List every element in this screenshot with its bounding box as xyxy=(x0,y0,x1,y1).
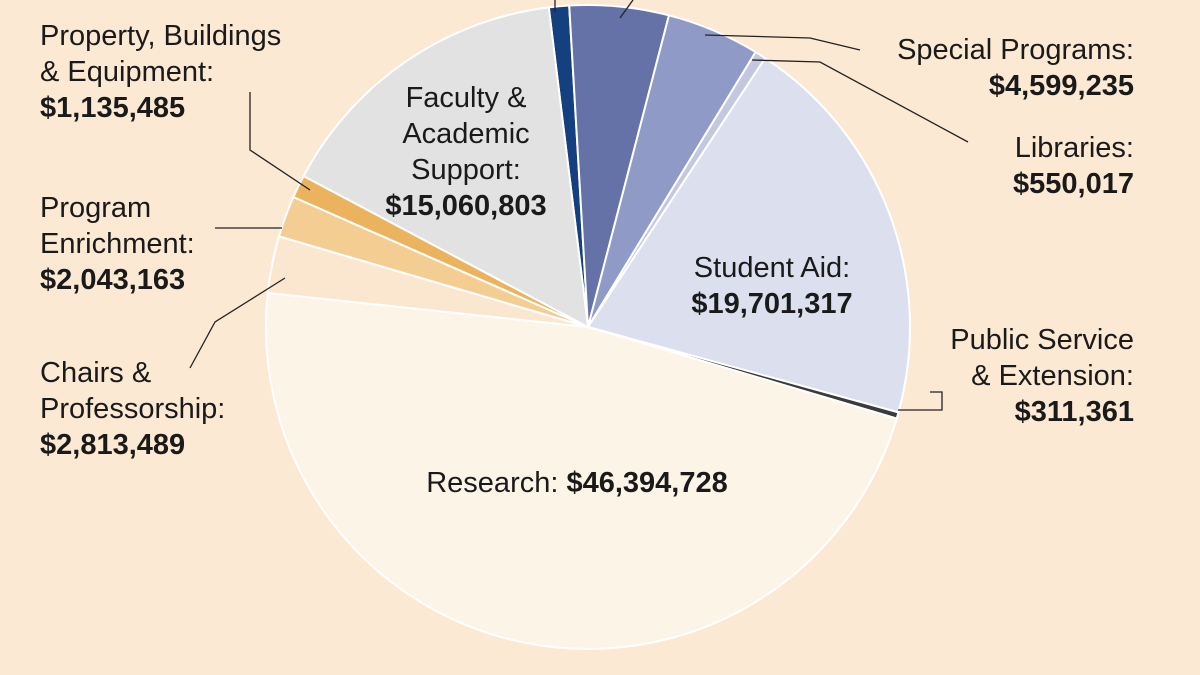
leader-line xyxy=(189,277,286,369)
slice-label: Faculty & Academic Support: $15,060,803 xyxy=(356,80,576,224)
value-label: $311,361 xyxy=(1014,396,1134,428)
slice-label: Public Service & Extension: $311,361 xyxy=(950,322,1134,430)
category-name: Research: xyxy=(426,467,559,499)
value-label: $46,394,728 xyxy=(566,467,728,499)
category-name: Libraries: xyxy=(1014,132,1134,164)
slice-label: Student Aid: $19,701,317 xyxy=(662,250,882,322)
slice-label: Property, Buildings & Equipment: $1,135,4… xyxy=(40,18,281,126)
category-name: Property, Buildings & Equipment: xyxy=(40,20,282,88)
category-name: Student Aid: xyxy=(693,252,851,284)
value-label: $1,135,485 xyxy=(40,92,186,124)
slice-label: Program Enrichment: $2,043,163 xyxy=(40,190,195,298)
pie-slice xyxy=(302,6,590,329)
slice-label: Chairs & Professorship: $2,813,489 xyxy=(40,355,225,463)
slice-label: Libraries: $550,017 xyxy=(1013,130,1134,202)
category-name: Faculty & Academic Support: xyxy=(402,82,530,186)
slice-label: Research: $46,394,728 xyxy=(337,465,817,501)
pie-slice xyxy=(265,291,898,650)
leader-line xyxy=(249,92,311,191)
value-label: $15,060,803 xyxy=(385,190,547,222)
value-label: $550,017 xyxy=(1013,168,1134,200)
leader-line xyxy=(704,34,861,51)
value-label: $19,701,317 xyxy=(691,288,853,320)
slice-label: Special Programs: $4,599,235 xyxy=(897,32,1134,104)
value-label: $2,813,489 xyxy=(40,429,186,461)
category-name: Public Service & Extension: xyxy=(950,324,1134,392)
value-label: $2,043,163 xyxy=(40,264,186,296)
value-label: $4,599,235 xyxy=(988,70,1134,102)
leader-line xyxy=(898,391,943,411)
pie-slice xyxy=(586,56,911,414)
category-name: Chairs & Professorship: xyxy=(40,357,226,425)
leader-line xyxy=(619,0,634,19)
category-name: Program Enrichment: xyxy=(40,192,195,260)
category-name: Special Programs: xyxy=(897,34,1134,66)
leader-line xyxy=(751,59,969,143)
